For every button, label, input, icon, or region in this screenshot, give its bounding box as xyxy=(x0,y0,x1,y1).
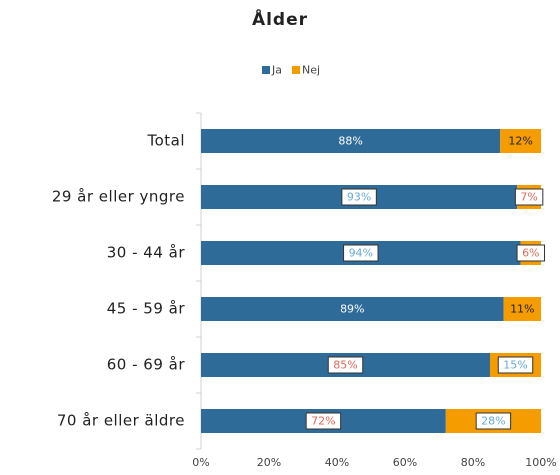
data-label: 12% xyxy=(508,135,532,148)
legend-swatch xyxy=(262,66,270,74)
data-label: 88% xyxy=(338,135,362,148)
x-tick-label: 40% xyxy=(325,456,349,469)
label-box xyxy=(514,188,544,206)
y-tick-label: 29 år eller yngre xyxy=(52,188,185,206)
y-tick-label: Total xyxy=(146,132,185,150)
bar-segment xyxy=(201,297,504,321)
label-box xyxy=(341,188,377,206)
data-label: 89% xyxy=(340,303,364,316)
data-label: 6% xyxy=(522,247,539,260)
data-label: 94% xyxy=(349,247,373,260)
label-box xyxy=(475,412,512,430)
data-label: 11% xyxy=(510,303,534,316)
y-tick-label: 30 - 44 år xyxy=(107,244,186,262)
x-tick-label: 100% xyxy=(525,456,556,469)
x-tick-label: 0% xyxy=(192,456,209,469)
label-box xyxy=(343,244,379,262)
x-tick-label: 80% xyxy=(461,456,485,469)
data-label: 72% xyxy=(311,415,335,428)
y-tick-label: 70 år eller äldre xyxy=(57,412,185,430)
data-label: 28% xyxy=(481,415,505,428)
x-tick-label: 20% xyxy=(257,456,281,469)
label-box xyxy=(327,356,364,374)
label-box xyxy=(497,356,534,374)
data-label: 7% xyxy=(520,191,537,204)
x-tick-label: 60% xyxy=(393,456,417,469)
bar-segment xyxy=(503,297,541,321)
data-label: 15% xyxy=(503,359,527,372)
legend-label: Nej xyxy=(302,64,320,77)
label-box xyxy=(516,244,546,262)
bar-segment xyxy=(201,129,501,153)
legend-label: Ja xyxy=(271,64,282,77)
y-tick-label: 45 - 59 år xyxy=(107,300,186,318)
y-tick-label: 60 - 69 år xyxy=(107,356,186,374)
chart-title: Ålder xyxy=(252,7,308,30)
bar-segment xyxy=(500,129,541,153)
legend-swatch xyxy=(292,66,300,74)
label-box xyxy=(305,412,342,430)
data-label: 85% xyxy=(333,359,357,372)
data-label: 93% xyxy=(347,191,371,204)
